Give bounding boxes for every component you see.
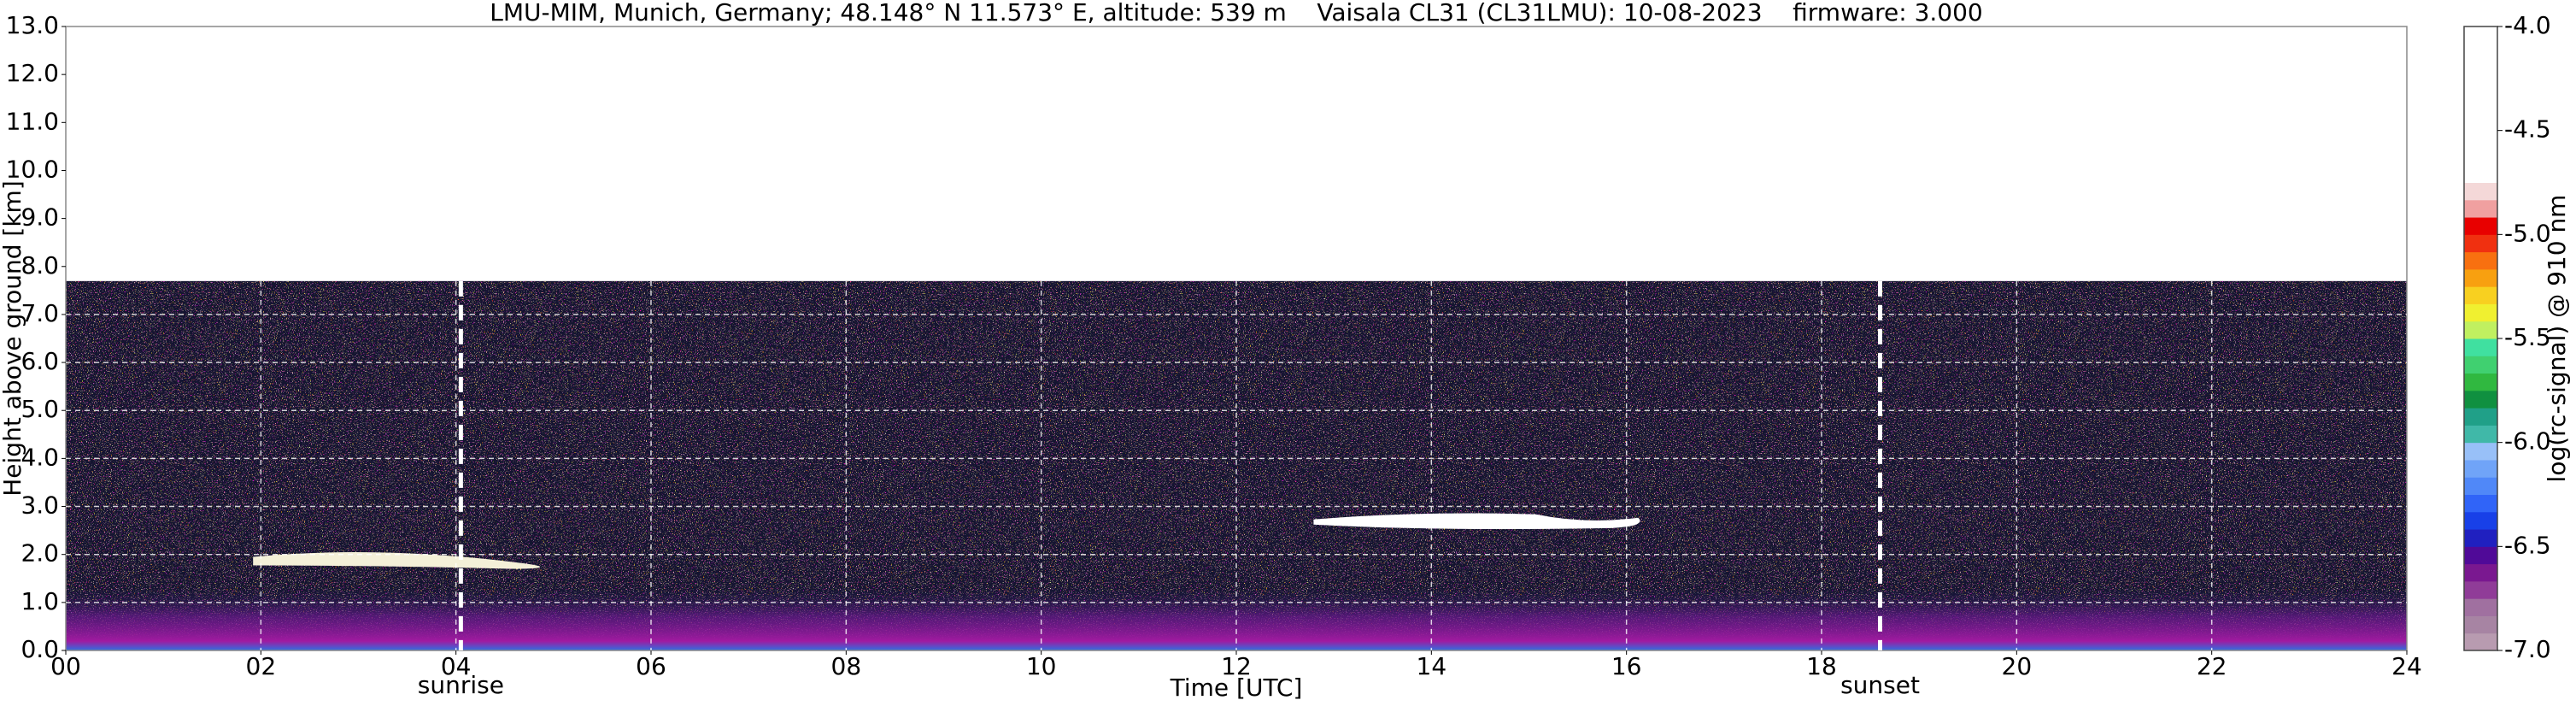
colorbar-band: [2464, 373, 2497, 391]
colorbar-tick-label: -4.5: [2504, 115, 2551, 144]
colorbar-band: [2464, 390, 2497, 409]
x-tick-label: 14: [1417, 652, 1447, 680]
colorbar-band: [2464, 408, 2497, 426]
y-tick-label: 9.0: [21, 203, 59, 232]
colorbar-band: [2464, 459, 2497, 478]
x-tick-label: 12: [1221, 652, 1252, 680]
colorbar-band: [2464, 563, 2497, 582]
colorbar-tick-label: -6.5: [2504, 531, 2551, 559]
y-tick-label: 8.0: [21, 251, 59, 279]
y-axis-label: Height above ground [km]: [0, 180, 26, 497]
x-tick-label: 08: [831, 652, 862, 680]
y-tick-label: 3.0: [21, 491, 59, 520]
x-tick-label: 18: [1806, 652, 1837, 680]
x-tick-label: 02: [246, 652, 277, 680]
colorbar-band: [2464, 580, 2497, 599]
y-tick-label: 4.0: [21, 443, 59, 471]
colorbar-band: [2464, 356, 2497, 374]
colorbar-tick-label: -4.0: [2504, 11, 2551, 39]
y-tick-label: 0.0: [21, 635, 59, 663]
colorbar-band: [2464, 113, 2497, 132]
y-tick-label: 5.0: [21, 395, 59, 423]
colorbar-tick-label: -5.0: [2504, 219, 2551, 247]
colorbar-band: [2464, 234, 2497, 253]
chart-title: LMU-MIM, Munich, Germany; 48.148° N 11.5…: [490, 0, 1983, 26]
annotation-label: sunrise: [418, 671, 504, 699]
colorbar-band: [2464, 182, 2497, 201]
colorbar-band: [2464, 165, 2497, 183]
colorbar-band: [2464, 147, 2497, 166]
colorbar-band: [2464, 442, 2497, 461]
x-tick-label: 00: [50, 652, 81, 680]
y-tick-label: 10.0: [6, 155, 59, 183]
colorbar-band: [2464, 529, 2497, 547]
y-tick-label: 12.0: [6, 59, 59, 87]
colorbar-band: [2464, 425, 2497, 444]
colorbar-tick-label: -7.0: [2504, 635, 2551, 663]
colorbar-band: [2464, 251, 2497, 270]
colorbar-band: [2464, 321, 2497, 339]
colorbar-band: [2464, 130, 2497, 149]
colorbar-band: [2464, 615, 2497, 634]
colorbar-band: [2464, 494, 2497, 513]
x-tick-label: 24: [2391, 652, 2422, 680]
colorbar-tick-label: -6.0: [2504, 427, 2551, 456]
colorbar-band: [2464, 477, 2497, 495]
colorbar-band: [2464, 199, 2497, 218]
colorbar-tick-label: -5.5: [2504, 323, 2551, 351]
x-tick-label: 22: [2197, 652, 2227, 680]
colorbar-band: [2464, 338, 2497, 356]
cloud-layer: [1313, 513, 1640, 530]
x-tick-label: 04: [441, 652, 472, 680]
colorbar-band: [2464, 78, 2497, 97]
y-tick-label: 6.0: [21, 347, 59, 375]
x-tick-label: 16: [1611, 652, 1642, 680]
colorbar-band: [2464, 26, 2497, 44]
colorbar-band: [2464, 61, 2497, 79]
x-tick-label: 20: [2002, 652, 2033, 680]
colorbar-band: [2464, 598, 2497, 616]
x-tick-label: 06: [636, 652, 666, 680]
colorbar-band: [2464, 286, 2497, 304]
colorbar-band: [2464, 303, 2497, 322]
x-tick-label: 10: [1026, 652, 1057, 680]
y-tick-label: 2.0: [21, 539, 59, 568]
y-tick-label: 13.0: [6, 11, 59, 39]
y-tick-label: 1.0: [21, 587, 59, 615]
y-tick-label: 7.0: [21, 299, 59, 327]
colorbar-band: [2464, 632, 2497, 651]
colorbar-band: [2464, 511, 2497, 530]
y-tick-label: 11.0: [6, 107, 59, 135]
colorbar-band: [2464, 268, 2497, 287]
colorbar-label: log(rc-signal) @ 910 nm: [2543, 195, 2571, 483]
colorbar-band: [2464, 96, 2497, 114]
colorbar-band: [2464, 44, 2497, 62]
colorbar-band: [2464, 546, 2497, 565]
x-axis-label: Time [UTC]: [1170, 674, 1303, 702]
cloud-layer: [253, 552, 541, 569]
colorbar-band: [2464, 217, 2497, 235]
annotation-label: sunset: [1840, 671, 1920, 699]
